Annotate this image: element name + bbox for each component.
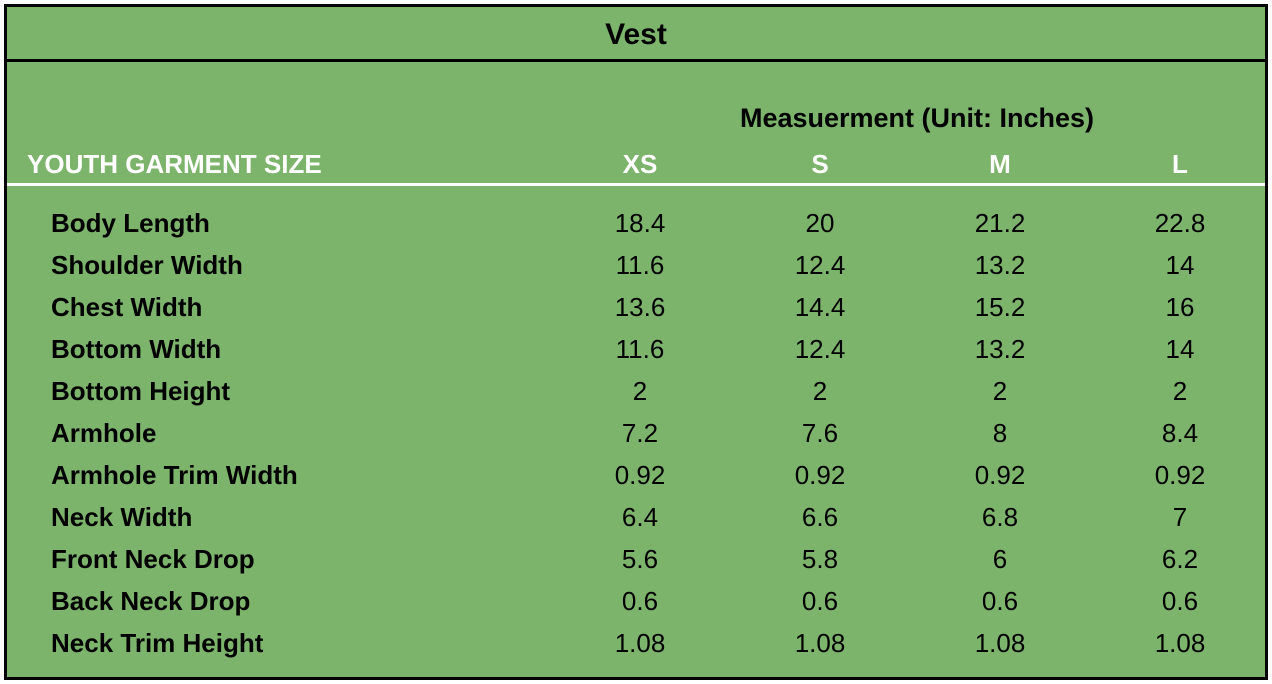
table-row: Armhole 7.2 7.6 8 8.4	[7, 413, 1265, 455]
cell-m: 2	[992, 376, 1008, 406]
cell-l: 7	[1172, 502, 1188, 532]
cell-s: 0.6	[801, 586, 839, 616]
table-row: Shoulder Width 11.6 12.4 13.2 14	[7, 245, 1265, 287]
cell-l: 0.92	[1154, 460, 1206, 490]
cell-xs: 0.6	[621, 586, 659, 616]
cell-l: 8.4	[1161, 418, 1199, 448]
table-title: Vest	[7, 7, 1265, 62]
row-label: Back Neck Drop	[51, 586, 251, 616]
size-chart-table: Vest Measuerment (Unit: Inches) YOUTH GA…	[4, 4, 1268, 680]
table-row: Body Length 18.4 20 21.2 22.8	[7, 203, 1265, 245]
row-label: Bottom Height	[51, 376, 231, 406]
table-row: Armhole Trim Width 0.92 0.92 0.92 0.92	[7, 455, 1265, 497]
table-row: Front Neck Drop 5.6 5.8 6 6.2	[7, 539, 1265, 581]
size-header-label: YOUTH GARMENT SIZE	[27, 149, 322, 179]
row-label: Bottom Width	[51, 334, 222, 364]
cell-s: 12.4	[794, 334, 846, 364]
cell-m: 6.8	[981, 502, 1019, 532]
cell-l: 14	[1165, 334, 1195, 364]
cell-s: 14.4	[794, 292, 846, 322]
cell-xs: 1.08	[614, 628, 666, 658]
row-label: Neck Width	[51, 502, 193, 532]
size-column-xs: XS	[622, 149, 658, 179]
cell-m: 6	[992, 544, 1008, 574]
cell-xs: 11.6	[615, 250, 665, 280]
table-row: Chest Width 13.6 14.4 15.2 16	[7, 287, 1265, 329]
size-column-m: M	[989, 149, 1011, 179]
table-row: Bottom Height 2 2 2 2	[7, 371, 1265, 413]
cell-xs: 18.4	[614, 208, 666, 238]
cell-l: 0.6	[1161, 586, 1199, 616]
cell-xs: 0.92	[614, 460, 666, 490]
cell-m: 0.92	[974, 460, 1026, 490]
cell-s: 7.6	[801, 418, 839, 448]
cell-xs: 5.6	[621, 544, 659, 574]
cell-s: 6.6	[801, 502, 839, 532]
cell-l: 14	[1165, 250, 1195, 280]
cell-m: 8	[992, 418, 1008, 448]
size-column-s: S	[811, 149, 829, 179]
cell-l: 22.8	[1154, 208, 1206, 238]
cell-s: 2	[812, 376, 828, 406]
row-label: Front Neck Drop	[51, 544, 255, 574]
cell-xs: 11.6	[615, 334, 665, 364]
cell-xs: 7.2	[621, 418, 659, 448]
cell-m: 21.2	[974, 208, 1026, 238]
measurement-rows: Body Length 18.4 20 21.2 22.8 Shoulder W…	[7, 203, 1265, 665]
cell-m: 15.2	[974, 292, 1026, 322]
row-label: Armhole Trim Width	[51, 460, 298, 490]
cell-s: 20	[805, 208, 835, 238]
cell-s: 12.4	[794, 250, 846, 280]
size-header-row: YOUTH GARMENT SIZE XS S M L	[7, 146, 1265, 186]
row-label: Body Length	[51, 208, 210, 238]
cell-s: 5.8	[801, 544, 839, 574]
cell-xs: 13.6	[614, 292, 666, 322]
cell-l: 6.2	[1161, 544, 1199, 574]
table-row: Neck Width 6.4 6.6 6.8 7	[7, 497, 1265, 539]
cell-m: 0.6	[981, 586, 1019, 616]
cell-s: 1.08	[794, 628, 846, 658]
row-label: Shoulder Width	[51, 250, 243, 280]
row-label: Armhole	[51, 418, 157, 448]
cell-s: 0.92	[794, 460, 846, 490]
cell-l: 2	[1172, 376, 1188, 406]
table-row: Neck Trim Height 1.08 1.08 1.08 1.08	[7, 623, 1265, 665]
cell-m: 13.2	[974, 250, 1026, 280]
cell-m: 13.2	[974, 334, 1026, 364]
cell-l: 1.08	[1154, 628, 1206, 658]
measurement-unit-caption: Measuerment (Unit: Inches)	[739, 103, 1095, 133]
cell-xs: 2	[632, 376, 648, 406]
cell-l: 16	[1165, 292, 1195, 322]
cell-xs: 6.4	[621, 502, 659, 532]
size-column-l: L	[1172, 149, 1188, 179]
cell-m: 1.08	[974, 628, 1026, 658]
row-label: Neck Trim Height	[51, 628, 264, 658]
table-row: Bottom Width 11.6 12.4 13.2 14	[7, 329, 1265, 371]
table-row: Back Neck Drop 0.6 0.6 0.6 0.6	[7, 581, 1265, 623]
row-label: Chest Width	[51, 292, 203, 322]
